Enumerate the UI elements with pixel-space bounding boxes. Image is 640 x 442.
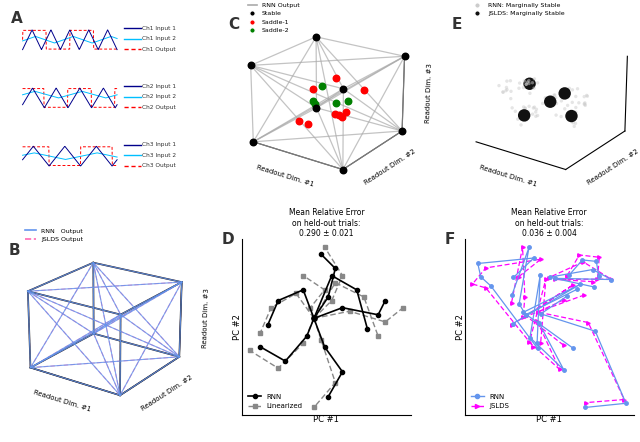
X-axis label: Readout Dim. #1: Readout Dim. #1 xyxy=(255,164,314,187)
Text: Ch3 Input 1: Ch3 Input 1 xyxy=(143,142,177,147)
Text: Ch2 Output: Ch2 Output xyxy=(143,105,176,110)
Text: Ch3 Input 2: Ch3 Input 2 xyxy=(143,152,177,158)
X-axis label: Readout Dim. #1: Readout Dim. #1 xyxy=(478,164,538,187)
X-axis label: Readout Dim. #1: Readout Dim. #1 xyxy=(33,389,92,413)
Y-axis label: Readout Dim. #2: Readout Dim. #2 xyxy=(140,374,194,412)
Text: C: C xyxy=(228,17,239,32)
X-axis label: PC #1: PC #1 xyxy=(536,415,562,424)
Text: F: F xyxy=(445,232,455,247)
Text: E: E xyxy=(451,17,461,32)
Text: Ch2 Input 1: Ch2 Input 1 xyxy=(143,84,177,89)
Y-axis label: PC #2: PC #2 xyxy=(233,314,242,340)
Text: Ch2 Input 2: Ch2 Input 2 xyxy=(143,95,177,99)
Text: Ch1 Input 1: Ch1 Input 1 xyxy=(143,26,176,30)
Text: A: A xyxy=(11,11,22,27)
Legend: RNN, Linearized: RNN, Linearized xyxy=(246,391,305,412)
Legend: RNN Output, Stable, Saddle-1, Saddle-2: RNN Output, Stable, Saddle-1, Saddle-2 xyxy=(245,0,302,36)
Text: Ch1 Input 2: Ch1 Input 2 xyxy=(143,36,177,41)
Text: D: D xyxy=(221,232,234,247)
X-axis label: PC #1: PC #1 xyxy=(314,415,339,424)
Legend: RNN   Output, JSLDS Output: RNN Output, JSLDS Output xyxy=(22,226,86,244)
Y-axis label: Readout Dim. #2: Readout Dim. #2 xyxy=(363,149,417,186)
Y-axis label: Readout Dim. #2: Readout Dim. #2 xyxy=(586,149,639,186)
Text: Ch3 Output: Ch3 Output xyxy=(143,163,176,168)
Text: B: B xyxy=(9,243,20,258)
Y-axis label: PC #2: PC #2 xyxy=(456,314,465,340)
Title: Mean Relative Error
on held-out trials:
0.036 ± 0.004: Mean Relative Error on held-out trials: … xyxy=(511,209,587,238)
Title: Mean Relative Error
on held-out trials:
0.290 ± 0.021: Mean Relative Error on held-out trials: … xyxy=(289,209,364,238)
Legend: RNN: Marginally Stable, JSLDS: Marginally Stable: RNN: Marginally Stable, JSLDS: Marginall… xyxy=(468,0,567,19)
Legend: RNN, JSLDS: RNN, JSLDS xyxy=(468,391,512,412)
Text: Ch1 Output: Ch1 Output xyxy=(143,47,176,52)
